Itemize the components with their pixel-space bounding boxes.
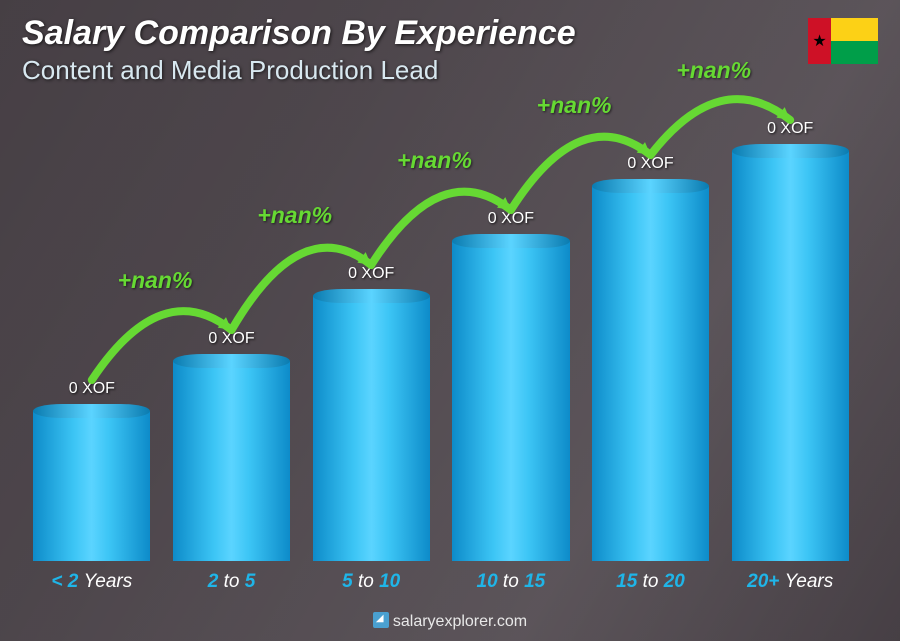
bar-top-cap xyxy=(732,144,849,158)
page-subtitle: Content and Media Production Lead xyxy=(22,55,576,86)
x-axis-labels: < 2 Years2 to 55 to 1010 to 1515 to 2020… xyxy=(22,571,860,593)
logo-icon xyxy=(373,612,389,628)
bar xyxy=(313,289,430,561)
x-axis-label: 2 to 5 xyxy=(162,571,302,593)
country-flag: ★ xyxy=(808,18,878,64)
bar-top-cap xyxy=(33,404,150,418)
bar xyxy=(173,354,290,561)
bar-body xyxy=(732,151,849,561)
bar-slot: 0 XOF xyxy=(720,110,860,561)
bar-top-cap xyxy=(592,179,709,193)
bar xyxy=(592,179,709,561)
x-axis-label: < 2 Years xyxy=(22,571,162,593)
flag-star-icon: ★ xyxy=(812,31,826,51)
bar-body xyxy=(173,361,290,561)
page-title: Salary Comparison By Experience xyxy=(22,14,576,53)
x-axis-label: 15 to 20 xyxy=(581,571,721,593)
bar xyxy=(452,234,569,561)
flag-green-stripe xyxy=(831,41,878,64)
flag-yellow-stripe xyxy=(831,18,878,41)
header: Salary Comparison By Experience Content … xyxy=(22,14,576,86)
flag-red-stripe: ★ xyxy=(808,18,831,64)
bar-body xyxy=(452,241,569,561)
bar-body xyxy=(33,411,150,561)
x-axis-label: 10 to 15 xyxy=(441,571,581,593)
salary-bar-chart: 0 XOF0 XOF0 XOF0 XOF0 XOF0 XOF+nan%+nan%… xyxy=(22,110,860,593)
bar xyxy=(732,144,849,561)
footer-text: salaryexplorer.com xyxy=(393,613,527,630)
bar-body xyxy=(592,186,709,561)
bar-top-cap xyxy=(452,234,569,248)
bar xyxy=(33,404,150,561)
x-axis-label: 20+ Years xyxy=(720,571,860,593)
footer: salaryexplorer.com xyxy=(0,612,900,631)
growth-percent-label: +nan% xyxy=(676,57,751,84)
flag-right xyxy=(831,18,878,64)
bars-container: 0 XOF0 XOF0 XOF0 XOF0 XOF0 XOF+nan%+nan%… xyxy=(22,110,860,561)
bar-top-cap xyxy=(313,289,430,303)
bar-top-cap xyxy=(173,354,290,368)
x-axis-label: 5 to 10 xyxy=(301,571,441,593)
bar-body xyxy=(313,296,430,561)
